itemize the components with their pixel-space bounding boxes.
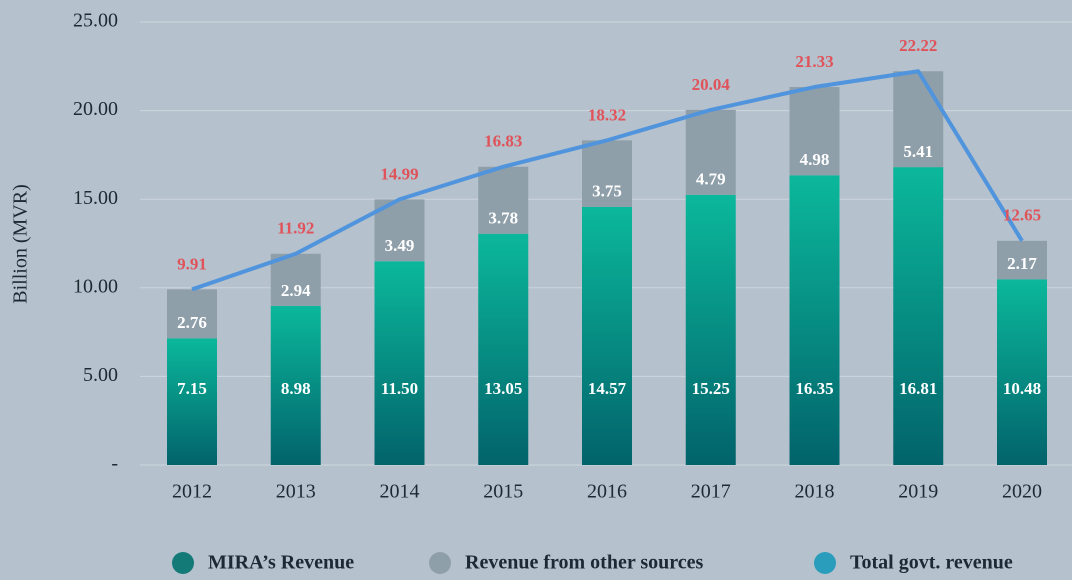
bar-segment: [582, 140, 632, 207]
bar-segment: [997, 240, 1047, 280]
data-label: 14.57: [588, 379, 627, 398]
data-label: 8.98: [281, 379, 311, 398]
x-tick-label: 2019: [898, 481, 938, 503]
data-label: 2.76: [177, 313, 207, 332]
data-label: 5.41: [903, 142, 933, 161]
data-label: 16.81: [899, 379, 937, 398]
x-tick-label: 2012: [172, 481, 212, 503]
y-tick-label: 15.00: [73, 187, 118, 209]
x-tick-label: 2017: [691, 481, 731, 503]
legend-marker: [172, 552, 194, 574]
legend-marker: [429, 552, 451, 574]
data-label: 10.48: [1003, 379, 1041, 398]
bar-segment: [685, 194, 736, 465]
legend-label: Total govt. revenue: [850, 552, 1013, 574]
total-label: 20.04: [692, 75, 731, 94]
total-label: 18.32: [588, 105, 626, 124]
data-label: 2.94: [281, 281, 311, 300]
x-tick-label: 2020: [1002, 481, 1042, 503]
y-axis-label: Billion (MVR): [10, 184, 32, 303]
bar-segment: [893, 167, 944, 465]
bar-segment: [789, 175, 840, 465]
data-label: 16.35: [795, 379, 833, 398]
bar-segment: [478, 233, 529, 465]
bar-segment: [582, 206, 632, 466]
data-label: 3.49: [385, 236, 415, 255]
total-label: 11.92: [277, 219, 314, 238]
total-label: 12.65: [1003, 206, 1041, 225]
x-tick-label: 2015: [483, 481, 523, 503]
bar-segment: [167, 289, 217, 339]
data-label: 4.79: [696, 170, 726, 189]
total-label: 21.33: [795, 52, 833, 71]
bar-segment: [167, 338, 217, 465]
bar-segment: [997, 279, 1047, 465]
bar-segment: [374, 261, 425, 465]
bar-segment: [270, 305, 321, 465]
data-label: 4.98: [800, 150, 830, 169]
y-tick-label: 20.00: [73, 98, 118, 120]
legend-label: Revenue from other sources: [465, 552, 704, 574]
x-tick-label: 2018: [795, 481, 835, 503]
total-label: 9.91: [177, 254, 207, 273]
data-label: 3.78: [488, 209, 518, 228]
bar-segment: [789, 87, 840, 176]
bar-segment: [893, 71, 944, 168]
y-tick-label: 10.00: [73, 275, 118, 297]
y-tick-label: -: [111, 453, 118, 475]
legend-label: MIRA’s Revenue: [208, 552, 354, 574]
data-label: 2.17: [1007, 254, 1037, 273]
data-label: 13.05: [484, 379, 522, 398]
y-tick-label: 5.00: [83, 364, 118, 386]
total-label: 16.83: [484, 132, 522, 151]
total-label: 14.99: [380, 164, 418, 183]
total-label: 22.22: [899, 36, 937, 55]
data-label: 3.75: [592, 182, 622, 201]
x-tick-label: 2014: [380, 481, 420, 503]
line: [191, 69, 1024, 292]
data-label: 7.15: [177, 379, 207, 398]
data-label: 15.25: [692, 379, 730, 398]
y-tick-label: 25.00: [73, 10, 118, 32]
x-tick-label: 2016: [587, 481, 627, 503]
bar-segment: [685, 109, 736, 195]
bar-segment: [270, 253, 321, 306]
legend-marker: [814, 552, 836, 574]
data-label: 11.50: [381, 379, 418, 398]
x-tick-label: 2013: [276, 481, 316, 503]
bar-segment: [478, 166, 529, 234]
